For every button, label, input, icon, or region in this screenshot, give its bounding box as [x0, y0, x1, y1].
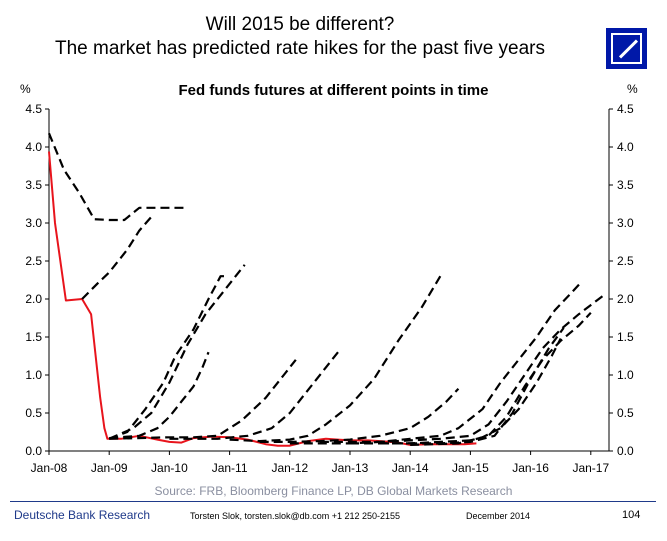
- x-tick-label: Jan-08: [31, 461, 68, 475]
- y-tick-label-left: 1.0: [25, 368, 42, 382]
- footer-author: Torsten Slok, torsten.slok@db.com +1 212…: [190, 511, 401, 521]
- series-futures-curve-7: [169, 351, 339, 440]
- y-tick-label-right: 0.0: [617, 444, 634, 458]
- y-tick-label-left: 0.0: [25, 444, 42, 458]
- series-futures-curve-3: [108, 275, 227, 440]
- y-tick-label-left: 4.5: [25, 102, 42, 116]
- y-unit-left: %: [20, 82, 31, 96]
- y-tick-label-right: 0.5: [617, 406, 634, 420]
- page-title-line-1: Will 2015 be different?: [205, 14, 395, 35]
- y-tick-label-right: 4.5: [617, 102, 634, 116]
- deutsche-bank-logo-icon: [606, 28, 647, 69]
- y-tick-label-right: 4.0: [617, 140, 634, 154]
- series-futures-curve-14: [410, 337, 562, 446]
- series-futures-curve-10: [289, 280, 583, 445]
- series-futures-curve-1: [47, 132, 188, 222]
- series-futures-curve-5: [109, 351, 210, 440]
- x-tick-label: Jan-17: [572, 461, 609, 475]
- footer-date: December 2014: [466, 511, 531, 521]
- y-tick-label-right: 1.5: [617, 330, 634, 344]
- series-futures-curve-8: [229, 275, 442, 443]
- x-tick-label: Jan-13: [332, 461, 369, 475]
- x-tick-label: Jan-12: [271, 461, 308, 475]
- y-tick-label-left: 2.5: [25, 254, 42, 268]
- x-tick-label: Jan-09: [91, 461, 128, 475]
- series-futures-curve-2: [81, 216, 153, 300]
- y-tick-label-right: 2.0: [617, 292, 634, 306]
- series-futures-curve-6: [109, 359, 297, 440]
- y-tick-label-right: 3.0: [617, 216, 634, 230]
- y-tick-label-left: 2.0: [25, 292, 42, 306]
- x-tick-label: Jan-16: [512, 461, 549, 475]
- series-futures-curve-12: [350, 311, 592, 445]
- y-unit-right: %: [627, 82, 638, 96]
- footer-brand: Deutsche Bank Research: [14, 508, 151, 522]
- y-tick-label-left: 3.5: [25, 178, 42, 192]
- page-title-line-2: The market has predicted rate hikes for …: [54, 38, 545, 59]
- series-futures-curve-9: [259, 387, 460, 443]
- x-tick-label: Jan-10: [151, 461, 188, 475]
- fed-funds-chart: 0.0 0.0 0.5 0.5 1.0 1.0 1.5 1.5 2.0 2.0 2.5 2.5 3.0 3…: [20, 82, 638, 475]
- footer-divider: [10, 501, 656, 502]
- y-tick-label-right: 2.5: [617, 254, 634, 268]
- source-note: Source: FRB, Bloomberg Finance LP, DB Gl…: [154, 484, 513, 498]
- series-futures-curve-4: [108, 264, 246, 440]
- y-tick-label-left: 0.5: [25, 406, 42, 420]
- x-tick-label: Jan-11: [212, 461, 248, 475]
- y-tick-label-left: 4.0: [25, 140, 42, 154]
- series-futures-curve-13: [380, 327, 565, 445]
- y-tick-label-right: 3.5: [617, 178, 634, 192]
- series-actual-fed-funds-rate: [48, 151, 477, 447]
- footer: Deutsche Bank Research Torsten Slok, tor…: [0, 501, 667, 541]
- x-tick-label: Jan-15: [452, 461, 489, 475]
- x-tick-label: Jan-14: [392, 461, 429, 475]
- y-tick-label-right: 1.0: [617, 368, 634, 382]
- y-tick-label-left: 1.5: [25, 330, 42, 344]
- y-tick-label-left: 3.0: [25, 216, 42, 230]
- chart-title: Fed funds futures at different points in…: [178, 82, 489, 99]
- series-futures-curve-11: [319, 292, 607, 443]
- page-number: 104: [622, 509, 641, 521]
